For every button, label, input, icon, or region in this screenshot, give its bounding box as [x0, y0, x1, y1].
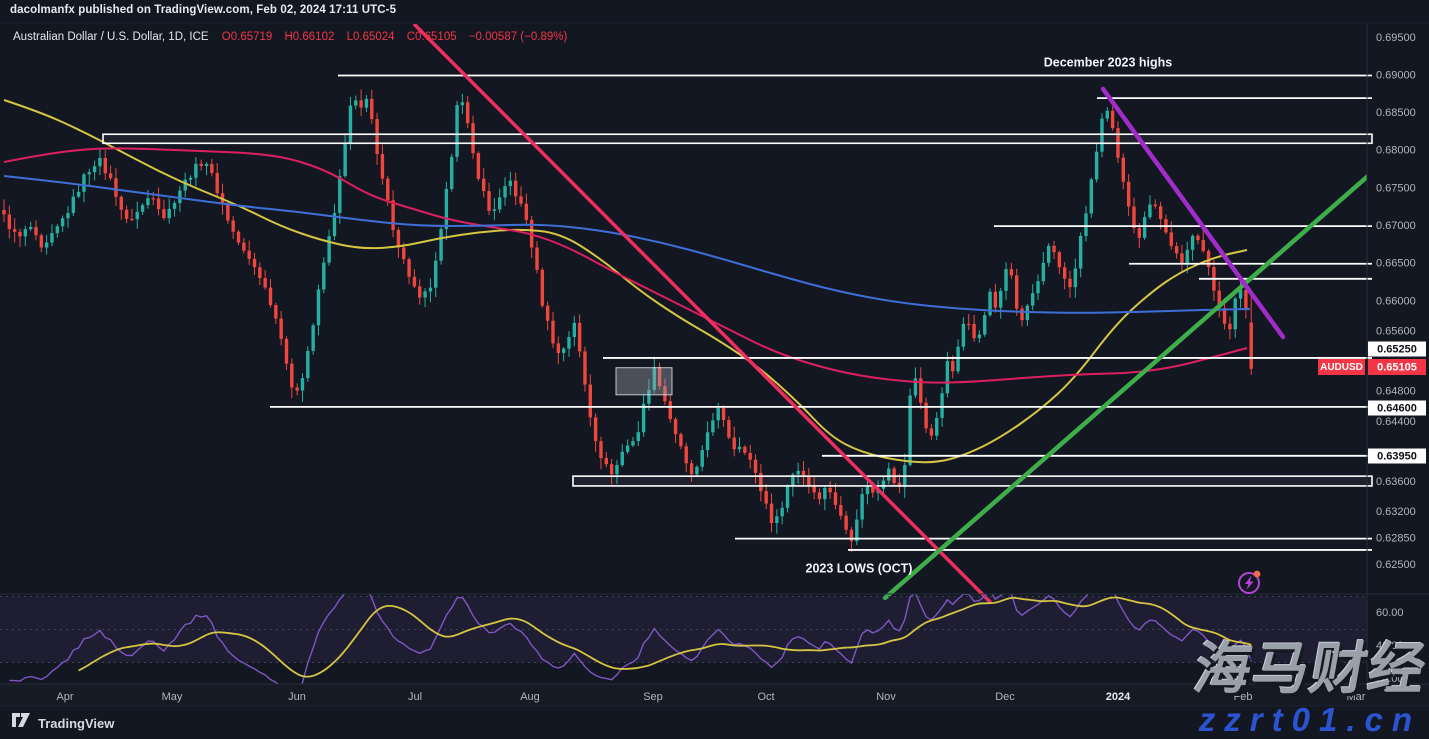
rsi-line — [9, 594, 1252, 684]
time-tick-label: Jul — [408, 691, 422, 703]
time-tick-label: Nov — [876, 691, 896, 703]
gray-highlight-box[interactable] — [615, 367, 673, 396]
price-axis[interactable]: 0.69500 0.69000 0.68500 0.68000 0.67500 0.670… — [1318, 32, 1426, 685]
price-tick-label: 0.67500 — [1376, 182, 1416, 194]
level-price-label: 0.64600 — [1377, 402, 1417, 414]
time-tick-label: Feb — [1234, 691, 1253, 703]
rsi-tick-label: 20.00 — [1376, 673, 1404, 685]
tradingview-brand[interactable]: TradingView — [38, 715, 115, 731]
time-tick-label: Aug — [520, 691, 540, 703]
publish-text: dacolmanfx published on TradingView.com,… — [10, 4, 397, 16]
rsi-pane — [0, 594, 1367, 684]
price-tick-label: 0.63200 — [1376, 506, 1416, 518]
annotation-text: 2023 LOWS (OCT) — [806, 561, 913, 575]
price-tick-label: 0.68000 — [1376, 145, 1416, 157]
ma-line-blue — [3, 175, 1251, 314]
time-tick-label: Oct — [757, 691, 774, 703]
price-tick-label: 0.64400 — [1376, 416, 1416, 428]
price-tick-label: 0.66000 — [1376, 295, 1416, 307]
ma-line-yellow — [3, 99, 1248, 464]
time-tick-label: Jun — [288, 691, 306, 703]
symbol-title: Australian Dollar / U.S. Dollar, 1D, ICE — [13, 31, 209, 43]
trendline-steep-downtrend-2023 — [413, 24, 992, 604]
time-tick-label: Sep — [643, 691, 663, 703]
rsi-tick-label: 40.00 — [1376, 640, 1404, 652]
price-tick-label: 0.67000 — [1376, 220, 1416, 232]
price-tick-label: 0.69000 — [1376, 69, 1416, 81]
price-tick-label: 0.62500 — [1376, 559, 1416, 571]
ohlc-low: L0.65024 — [346, 31, 395, 43]
rsi-ma-line — [78, 596, 1252, 678]
symbol-tag: AUDUSD — [1320, 362, 1363, 373]
price-tick-label: 0.63600 — [1376, 476, 1416, 488]
moving-averages — [3, 99, 1251, 464]
annotation-text: December 2023 highs — [1044, 55, 1173, 69]
time-axis[interactable]: Apr May Jun Jul Aug Sep Oct Nov Dec 2024 Feb Mar — [56, 691, 1365, 703]
level-price-label: 0.65250 — [1377, 343, 1417, 355]
price-tick-label: 0.62850 — [1376, 533, 1416, 545]
price-tick-label: 0.65600 — [1376, 325, 1416, 337]
time-tick-label: 2024 — [1106, 691, 1131, 703]
time-tick-label: May — [162, 691, 183, 703]
price-tick-label: 0.66500 — [1376, 258, 1416, 270]
price-tick-label: 0.64800 — [1376, 386, 1416, 398]
level-price-label: 0.63950 — [1377, 450, 1417, 462]
ohlc-close: C0.65105 — [406, 31, 457, 43]
ma-line-crimson — [3, 147, 1248, 384]
ohlc-open: O0.65719 — [221, 31, 273, 43]
rsi-tick-label: 60.00 — [1376, 607, 1404, 619]
price-tick-label: 0.68500 — [1376, 107, 1416, 119]
time-tick-label: Mar — [1347, 691, 1366, 703]
flash-boost-icon[interactable] — [1236, 568, 1264, 596]
time-tick-label: Apr — [56, 691, 73, 703]
candlestick-series — [2, 89, 1253, 553]
ohlc-change: −0.00587 (−0.89%) — [468, 31, 568, 43]
trendlines[interactable] — [413, 24, 1371, 604]
last-price-label: 0.65105 — [1377, 361, 1417, 373]
ohlc-high: H0.66102 — [284, 31, 335, 43]
trendline-uptrend-from-oct-lows — [882, 173, 1367, 601]
time-tick-label: Dec — [995, 691, 1015, 703]
tradingview-logo-icon[interactable] — [12, 712, 31, 734]
support-resistance-levels[interactable] — [102, 74, 1373, 551]
price-tick-label: 0.69500 — [1376, 32, 1416, 44]
footer-bar: TradingView — [12, 712, 114, 734]
trendline-jan-2024-downtrend — [1100, 86, 1286, 340]
publish-info: dacolmanfx published on TradingView.com,… — [10, 4, 396, 16]
symbol-header: Australian Dollar / U.S. Dollar, 1D, ICE… — [13, 31, 576, 43]
